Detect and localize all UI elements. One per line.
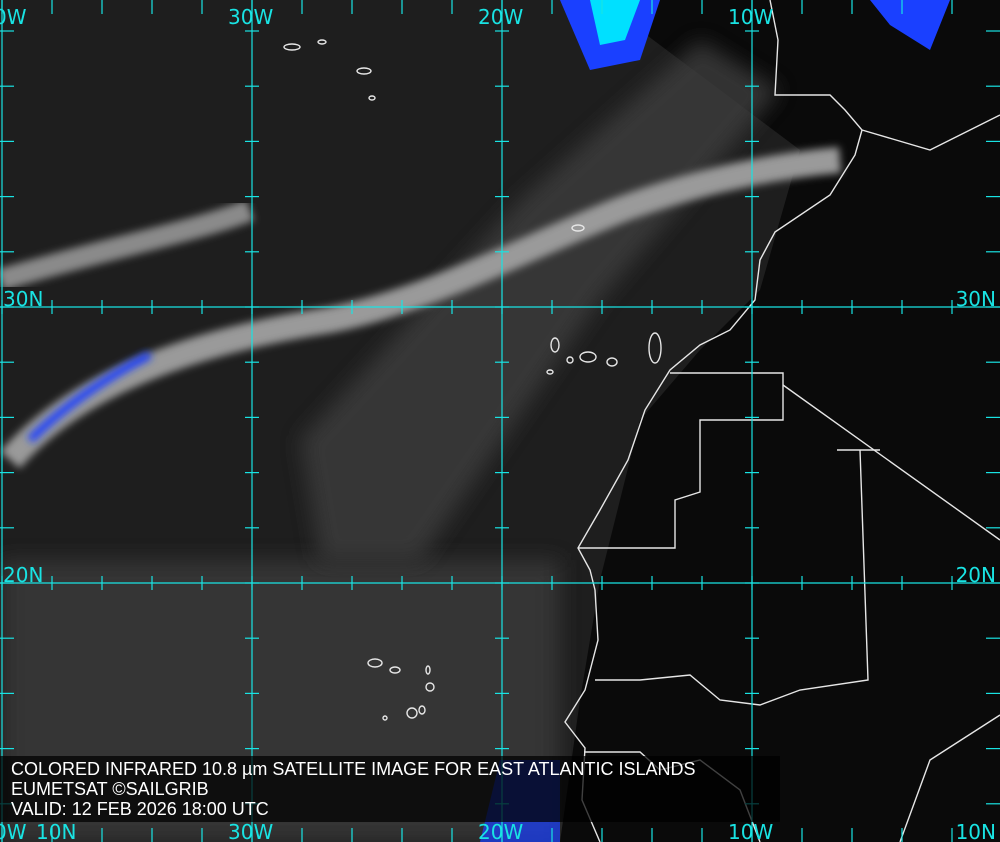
algeria-border bbox=[782, 384, 1000, 541]
cloud-band bbox=[0, 147, 842, 469]
valid-time: VALID: 12 FEB 2026 18:00 UTC bbox=[11, 799, 269, 819]
image-credit: EUMETSAT ©SAILGRIB bbox=[11, 779, 209, 799]
western-sahara-border bbox=[578, 372, 784, 549]
cloud-band bbox=[0, 199, 255, 291]
lon-label-bottom: 20W bbox=[478, 820, 524, 842]
lon-label-top: 10W bbox=[728, 5, 774, 29]
land-mass bbox=[560, 0, 1000, 842]
lat-label-left: 20N bbox=[3, 563, 44, 587]
lon-label-top: 30W bbox=[228, 5, 274, 29]
lat-label-right: 30N bbox=[955, 287, 996, 311]
lon-label-top: 20W bbox=[478, 5, 524, 29]
lon-label-top: 0W bbox=[0, 5, 27, 29]
lat-label-left: 30N bbox=[3, 287, 44, 311]
lon-label-bottom: 30W bbox=[228, 820, 274, 842]
cold-cloud-tops bbox=[27, 351, 152, 443]
lat-label-right: 20N bbox=[955, 563, 996, 587]
image-title: COLORED INFRARED 10.8 µm SATELLITE IMAGE… bbox=[11, 759, 696, 779]
lon-label-bottom: 0W bbox=[0, 820, 27, 842]
lat-label-left: 10N bbox=[36, 820, 77, 842]
mauritania-border bbox=[595, 449, 880, 706]
cold-cloud-tops bbox=[870, 0, 950, 50]
lon-label-bottom: 10W bbox=[728, 820, 774, 842]
cloud-sheet bbox=[300, 40, 780, 560]
lat-label-right: 10N bbox=[955, 820, 996, 842]
caption-box: COLORED INFRARED 10.8 µm SATELLITE IMAGE… bbox=[0, 756, 780, 822]
